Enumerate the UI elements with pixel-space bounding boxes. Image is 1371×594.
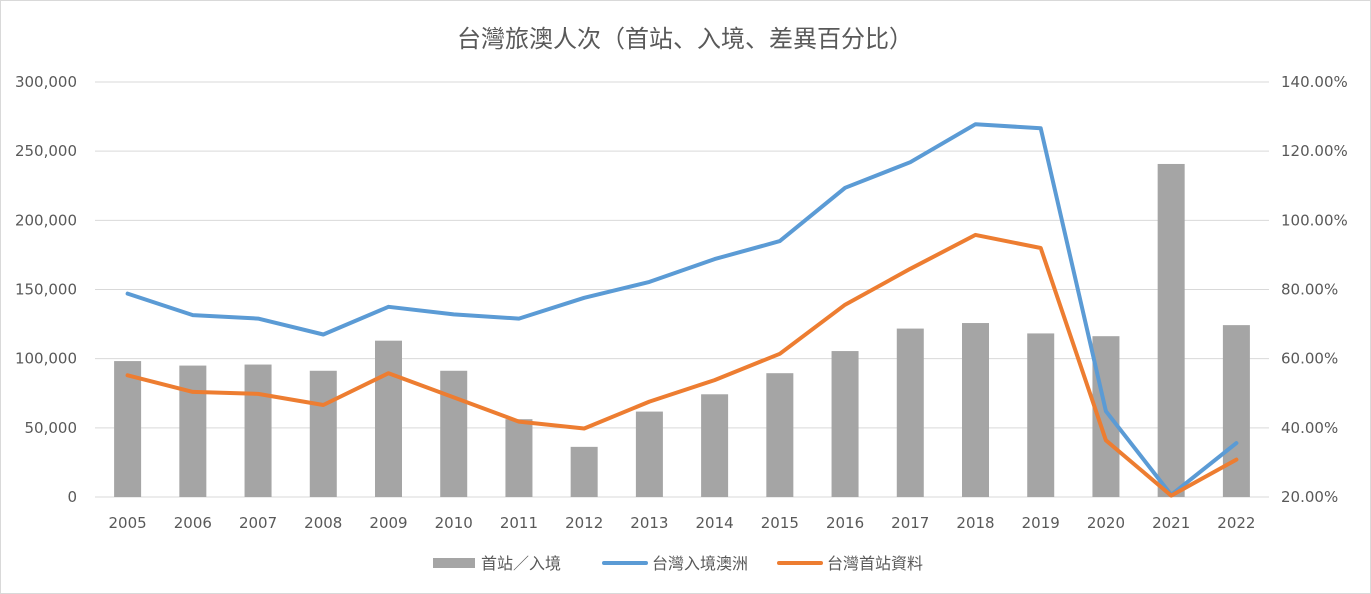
y-left-tick-label: 50,000	[25, 419, 78, 437]
bar	[1157, 163, 1185, 497]
bar	[114, 361, 142, 497]
y-right-tick-label: 140.00%	[1281, 73, 1348, 91]
x-tick-label: 2008	[304, 514, 342, 532]
y-right-tick-label: 20.00%	[1281, 488, 1338, 506]
legend: 首站／入境 台灣入境澳洲 台灣首站資料	[433, 554, 923, 573]
bar	[375, 340, 402, 497]
bar	[440, 370, 468, 497]
y-left-tick-label: 200,000	[15, 211, 77, 229]
y-right-tick-label: 100.00%	[1281, 211, 1348, 229]
bar	[505, 419, 533, 497]
x-tick-label: 2016	[826, 514, 864, 532]
bar	[1027, 333, 1055, 497]
x-tick-label: 2011	[500, 514, 538, 532]
x-tick-label: 2019	[1022, 514, 1060, 532]
series-line	[125, 122, 1239, 497]
x-tick-label: 2005	[109, 514, 147, 532]
bar	[179, 365, 207, 497]
y-left-tick-label: 100,000	[15, 350, 77, 368]
x-tick-label: 2009	[369, 514, 407, 532]
bar	[962, 323, 989, 497]
bar	[244, 364, 272, 497]
bar	[766, 373, 794, 497]
x-tick-label: 2018	[956, 514, 994, 532]
y-left-tick-label: 250,000	[15, 142, 77, 160]
y-right-tick-label: 60.00%	[1281, 350, 1338, 368]
x-tick-label: 2007	[239, 514, 277, 532]
chart-title: 台灣旅澳人次（首站、入境、差異百分比）	[457, 25, 913, 53]
x-tick-label: 2017	[891, 514, 929, 532]
x-tick-label: 2013	[630, 514, 668, 532]
y-axis-right: 20.00% 40.00% 60.00% 80.00% 100.00% 120.00% 14…	[1281, 73, 1348, 506]
line-series	[125, 122, 1239, 498]
x-tick-label: 2015	[761, 514, 799, 532]
legend-label: 台灣首站資料	[827, 554, 923, 573]
legend-label: 台灣入境澳洲	[652, 554, 748, 573]
x-tick-label: 2021	[1152, 514, 1190, 532]
y-right-tick-label: 120.00%	[1281, 142, 1348, 160]
x-tick-label: 2010	[435, 514, 473, 532]
y-right-tick-label: 80.00%	[1281, 281, 1338, 299]
x-tick-label: 2012	[565, 514, 603, 532]
bar	[831, 351, 859, 497]
x-tick-label: 2006	[174, 514, 212, 532]
bar	[701, 394, 729, 497]
bar	[635, 411, 663, 497]
x-tick-label: 2022	[1217, 514, 1255, 532]
x-axis: 2005 2006 2007 2008 2009 2010 2011 2012 2013 2014…	[109, 514, 1256, 532]
y-right-tick-label: 40.00%	[1281, 419, 1338, 437]
bar	[1222, 325, 1250, 497]
x-tick-label: 2020	[1087, 514, 1125, 532]
gridlines	[95, 81, 1269, 498]
y-left-tick-label: 150,000	[15, 281, 77, 299]
bar	[896, 328, 924, 497]
bar	[570, 446, 598, 497]
bar-series	[114, 163, 1250, 497]
bar	[309, 370, 337, 497]
y-axis-left: 0 50,000 100,000 150,000 200,000 250,000 300,0…	[15, 73, 77, 506]
x-tick-label: 2014	[696, 514, 734, 532]
series-line	[125, 232, 1239, 498]
legend-swatch	[433, 558, 475, 568]
y-left-tick-label: 300,000	[15, 73, 77, 91]
y-left-tick-label: 0	[67, 488, 77, 506]
legend-label: 首站／入境	[481, 554, 561, 573]
